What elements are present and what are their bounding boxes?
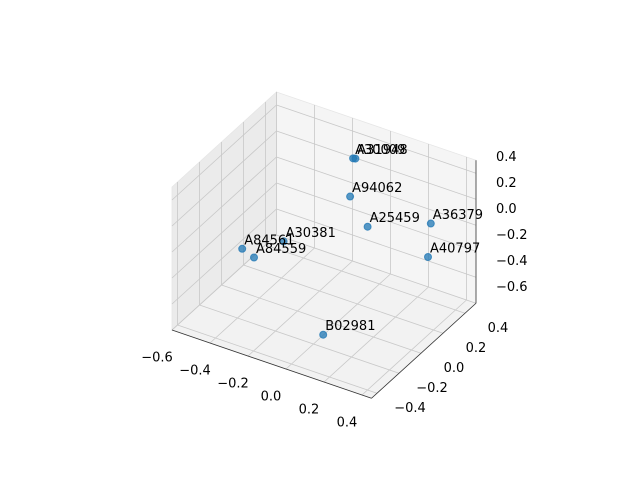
grid-line bbox=[276, 130, 477, 200]
grid-line bbox=[171, 234, 277, 331]
grid-line bbox=[285, 273, 391, 370]
grid-line bbox=[177, 324, 378, 394]
point bbox=[349, 154, 358, 163]
x-tick-label: −0.2 bbox=[217, 377, 249, 392]
point-label: A31948 bbox=[357, 143, 407, 158]
x-tick-label: 0.2 bbox=[299, 403, 320, 418]
grid-line bbox=[199, 304, 400, 374]
z-tick-label: 0.0 bbox=[496, 202, 517, 217]
x-axis bbox=[171, 329, 372, 399]
point-label: A30009 bbox=[355, 143, 405, 158]
z-tick-label: −0.6 bbox=[496, 280, 528, 295]
grid-line bbox=[276, 234, 477, 304]
grid-line bbox=[265, 244, 466, 314]
x-tick-label: 0.4 bbox=[337, 416, 358, 431]
point-label: A40797 bbox=[430, 242, 480, 257]
point bbox=[279, 237, 288, 246]
x-tick-label: −0.6 bbox=[141, 351, 173, 366]
point-label: A84559 bbox=[256, 242, 306, 257]
grid-line bbox=[276, 104, 477, 174]
y-tick-label: −0.4 bbox=[394, 401, 426, 416]
y-axis bbox=[371, 302, 477, 399]
z-tick-label: −0.2 bbox=[496, 228, 528, 243]
grid-line bbox=[276, 208, 477, 278]
grid-line bbox=[171, 130, 277, 227]
grid-line bbox=[361, 299, 467, 396]
point-label: A36379 bbox=[433, 208, 483, 223]
x-tick-label: 0.0 bbox=[261, 390, 282, 405]
point bbox=[363, 222, 372, 231]
point-label: A94062 bbox=[352, 181, 402, 196]
point bbox=[319, 330, 328, 339]
grid-line bbox=[171, 156, 277, 253]
y-tick-label: 0.0 bbox=[444, 361, 465, 376]
z-tick-label: −0.4 bbox=[496, 254, 528, 269]
grid-line bbox=[247, 260, 353, 357]
point-label: A84561 bbox=[244, 233, 294, 248]
grid-line bbox=[221, 284, 422, 354]
grid-line bbox=[171, 208, 277, 305]
y-tick-label: 0.4 bbox=[488, 321, 509, 336]
point bbox=[424, 253, 432, 261]
point bbox=[426, 219, 435, 228]
point bbox=[346, 192, 355, 201]
grid-line bbox=[323, 286, 429, 383]
point-label: B02981 bbox=[325, 319, 375, 334]
y-tick-label: 0.2 bbox=[466, 341, 487, 356]
point bbox=[250, 253, 258, 262]
point bbox=[238, 244, 247, 253]
grid-line bbox=[276, 156, 477, 226]
grid-line bbox=[171, 182, 277, 279]
z-tick-label: 0.2 bbox=[496, 176, 517, 191]
grid-line bbox=[171, 104, 277, 201]
point-label: A25459 bbox=[370, 211, 420, 226]
z-tick-label: 0.4 bbox=[496, 150, 517, 165]
grid-line bbox=[209, 247, 315, 344]
point-label: A30381 bbox=[286, 226, 336, 241]
grid-line bbox=[243, 264, 444, 334]
x-tick-label: −0.4 bbox=[179, 364, 211, 379]
grid-line bbox=[276, 182, 477, 252]
y-tick-label: −0.2 bbox=[416, 381, 448, 396]
